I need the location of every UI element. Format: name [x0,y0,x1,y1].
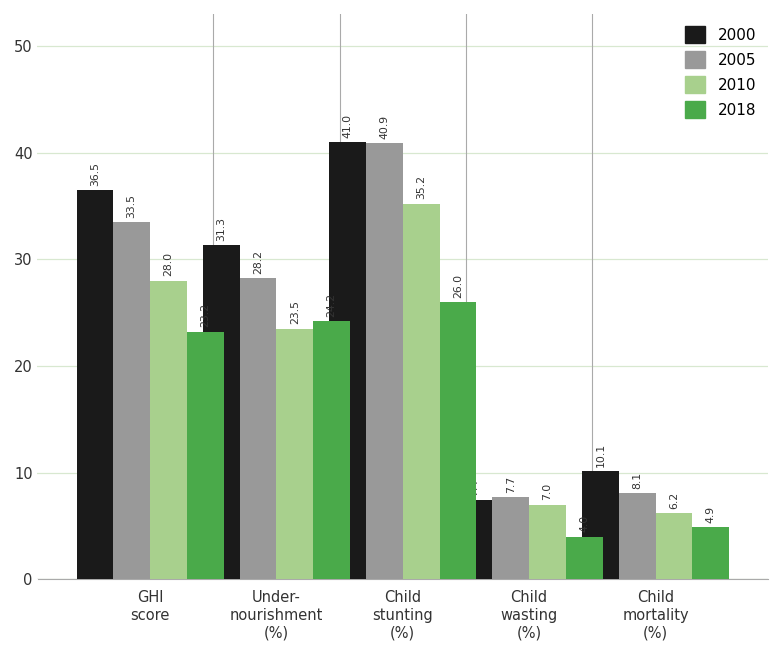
Bar [655,513,692,579]
Text: 33.5: 33.5 [127,194,137,218]
Text: 40.9: 40.9 [379,114,389,139]
Bar [619,493,655,579]
Text: 35.2: 35.2 [416,175,426,199]
Bar [113,222,150,579]
Text: 7.7: 7.7 [506,475,516,493]
Bar [456,500,493,579]
Bar [692,527,729,579]
Bar [493,497,529,579]
Text: 31.3: 31.3 [217,217,226,241]
Text: 26.0: 26.0 [453,273,463,298]
Bar [582,472,619,579]
Text: 4.0: 4.0 [579,515,590,532]
Text: 4.9: 4.9 [705,506,716,523]
Bar [439,302,476,579]
Text: 23.5: 23.5 [290,300,300,324]
Bar [277,328,314,579]
Bar [366,143,403,579]
Text: 23.2: 23.2 [200,303,210,328]
Bar [314,321,350,579]
Bar [566,536,603,579]
Text: 10.1: 10.1 [595,443,605,467]
Bar [239,279,277,579]
Bar [187,332,224,579]
Text: 28.0: 28.0 [163,252,174,276]
Text: 41.0: 41.0 [343,114,353,137]
Bar [77,190,113,579]
Text: 7.0: 7.0 [543,483,553,500]
Bar [150,281,187,579]
Bar [203,245,239,579]
Text: 8.1: 8.1 [632,472,642,489]
Bar [403,204,439,579]
Text: 36.5: 36.5 [90,162,100,186]
Bar [529,504,566,579]
Text: 7.4: 7.4 [469,479,479,496]
Text: 6.2: 6.2 [669,492,679,509]
Text: 24.2: 24.2 [327,293,336,317]
Text: 28.2: 28.2 [253,250,263,274]
Legend: 2000, 2005, 2010, 2018: 2000, 2005, 2010, 2018 [680,22,760,122]
Bar [329,142,366,579]
